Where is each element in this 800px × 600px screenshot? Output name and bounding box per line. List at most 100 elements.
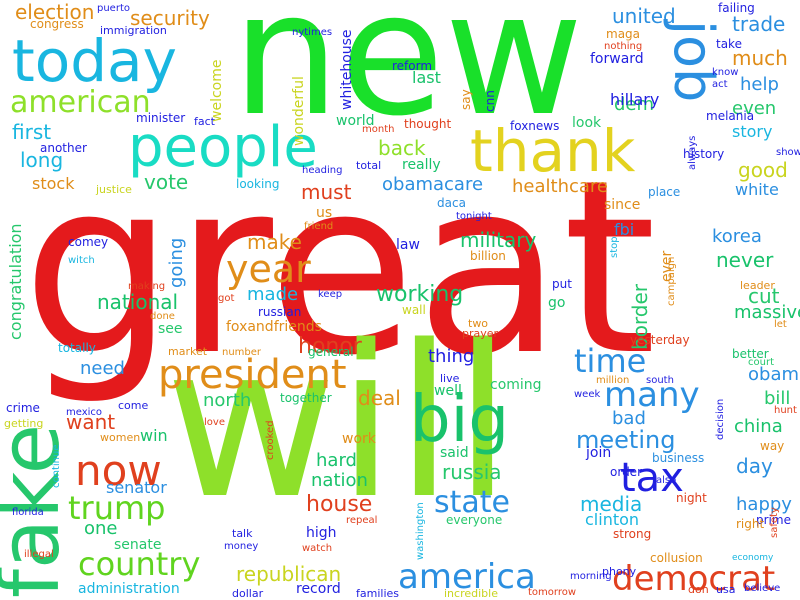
- cloud-word: together: [280, 391, 332, 405]
- cloud-word: friend: [304, 221, 334, 232]
- cloud-word: america: [398, 557, 536, 597]
- cloud-word: mexico: [66, 407, 103, 418]
- cloud-word: hard: [316, 450, 357, 471]
- cloud-word: many: [604, 375, 700, 415]
- cloud-word: country: [78, 545, 201, 583]
- cloud-word: thing: [428, 346, 475, 367]
- cloud-word: law: [396, 237, 420, 253]
- cloud-word: back: [378, 136, 426, 160]
- cloud-word: come: [118, 399, 149, 412]
- cloud-word: don: [688, 583, 709, 596]
- cloud-word: first: [12, 120, 52, 144]
- cloud-word: illegal: [24, 549, 54, 560]
- cloud-word: deal: [358, 386, 401, 410]
- cloud-word: make: [247, 230, 302, 254]
- cloud-word: done: [150, 311, 175, 322]
- cloud-word: talk: [232, 527, 253, 540]
- cloud-word: korea: [712, 226, 762, 247]
- cloud-word: thank: [470, 117, 636, 185]
- cloud-word: two: [468, 317, 489, 330]
- cloud-word: china: [734, 416, 783, 437]
- cloud-word: really: [402, 157, 441, 173]
- cloud-word: yesterday: [630, 333, 690, 347]
- cloud-word: american: [10, 85, 151, 120]
- cloud-word: big: [410, 383, 510, 457]
- cloud-word: russian: [258, 305, 302, 319]
- cloud-word: north: [203, 390, 252, 411]
- cloud-word: security: [130, 6, 210, 30]
- cloud-word: national: [97, 290, 179, 314]
- cloud-word: thought: [404, 117, 452, 131]
- cloud-word: know: [712, 67, 739, 78]
- cloud-word: dollar: [232, 587, 264, 600]
- cloud-word: long: [20, 148, 64, 172]
- cloud-word: foxnews: [510, 119, 560, 133]
- cloud-word: south: [646, 375, 674, 386]
- cloud-word: looking: [236, 177, 280, 191]
- cloud-word: heading: [302, 165, 343, 176]
- cloud-word: women: [100, 431, 141, 444]
- cloud-word: let: [774, 319, 787, 330]
- cloud-word: day: [736, 454, 773, 478]
- cloud-word: also: [656, 475, 677, 486]
- cloud-word: safety: [769, 507, 780, 538]
- cloud-word: media: [580, 492, 643, 516]
- cloud-word: well: [434, 383, 462, 399]
- cloud-word: senate: [114, 537, 162, 553]
- cloud-word: getting: [4, 417, 44, 430]
- cloud-word: high: [306, 525, 337, 541]
- cloud-word: year: [226, 247, 311, 291]
- cloud-word: clinton: [585, 510, 640, 529]
- cloud-word: got: [218, 293, 235, 304]
- cloud-word: happy: [736, 494, 792, 515]
- cloud-word: month: [362, 124, 395, 135]
- cloud-word: general: [308, 345, 354, 359]
- cloud-word: totally: [58, 341, 96, 355]
- cloud-word: nothing: [604, 41, 643, 52]
- cloud-word: tax: [620, 455, 684, 501]
- cloud-word: help: [740, 74, 779, 95]
- cloud-word: market: [168, 345, 208, 358]
- cloud-word: comey: [68, 235, 109, 249]
- cloud-word: obama: [748, 364, 800, 385]
- cloud-word: money: [224, 541, 259, 552]
- cloud-word: campaign: [666, 256, 677, 306]
- cloud-word: keep: [318, 289, 343, 300]
- cloud-word: economy: [732, 553, 774, 563]
- cloud-word: whitehouse: [339, 29, 355, 110]
- cloud-word: election: [15, 0, 95, 24]
- cloud-word: tonight: [456, 211, 492, 222]
- cloud-word: hillary: [610, 90, 660, 109]
- cloud-word: coming: [490, 377, 542, 393]
- cloud-word: honor: [298, 334, 362, 359]
- cloud-word: nytimes: [292, 27, 333, 38]
- cloud-word: win: [140, 426, 168, 445]
- cloud-word: way: [760, 439, 785, 453]
- cloud-word: act: [712, 79, 728, 90]
- cloud-word: story: [732, 122, 773, 141]
- cloud-word: million: [596, 375, 630, 386]
- cloud-word: melania: [706, 109, 755, 123]
- cloud-word: dem: [614, 94, 655, 115]
- cloud-word: now: [75, 446, 162, 495]
- cloud-word: court: [748, 357, 774, 368]
- cloud-word: fact: [194, 115, 215, 128]
- cloud-word: bad: [612, 408, 646, 429]
- cloud-word: welcome: [209, 59, 225, 122]
- cloud-word: good: [738, 158, 788, 182]
- cloud-word: new: [232, 0, 584, 154]
- cloud-word: morning: [570, 571, 612, 582]
- cloud-word: obamacare: [382, 174, 484, 195]
- cloud-word: need: [80, 358, 125, 379]
- cloud-word: immigration: [100, 24, 167, 37]
- cloud-word: strong: [613, 527, 652, 541]
- cloud-word: daca: [437, 196, 466, 210]
- cloud-word: look: [572, 115, 602, 131]
- cloud-word: fbi: [614, 220, 635, 239]
- cloud-word: wonderful: [291, 76, 307, 146]
- cloud-word: cut: [748, 284, 780, 308]
- cloud-word: say: [459, 89, 473, 110]
- cloud-word: state: [434, 485, 510, 520]
- cloud-word: incredible: [444, 587, 498, 600]
